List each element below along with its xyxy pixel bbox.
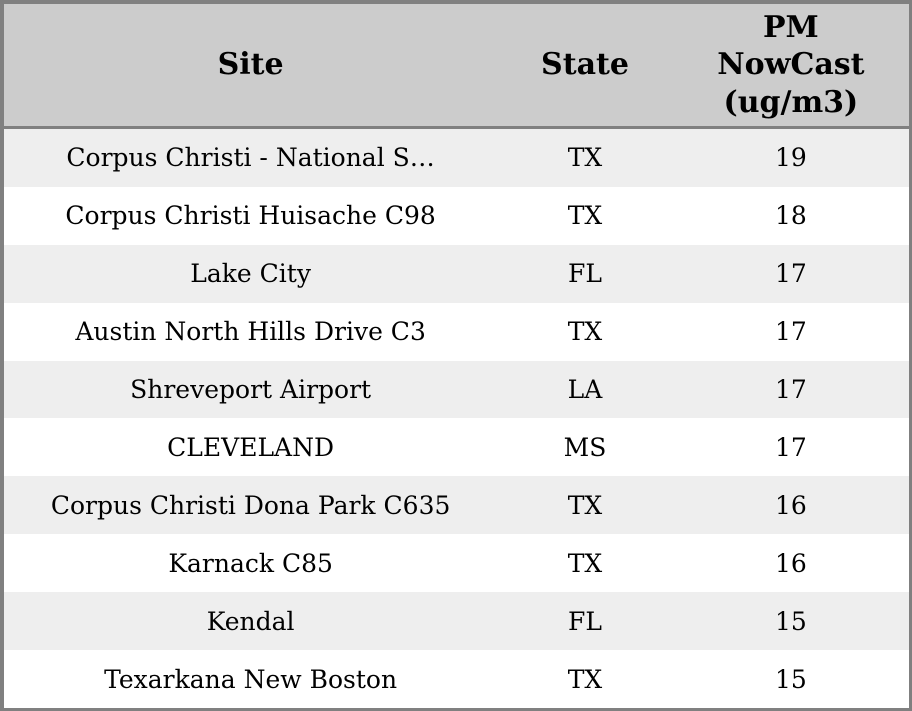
state-cell: TX <box>567 548 603 578</box>
table-row: Corpus Christi - National S… TX 19 <box>4 127 909 187</box>
table-row: Shreveport Airport LA 17 <box>4 360 909 419</box>
site-cell: Shreveport Airport <box>130 375 372 404</box>
site-cell: Karnack C85 <box>168 548 333 578</box>
table-body: Corpus Christi - National S… TX 19 Corpu… <box>4 127 909 708</box>
table-row: CLEVELAND MS 17 <box>4 418 909 477</box>
pm-cell: 16 <box>774 490 807 520</box>
pm-cell: 17 <box>774 317 807 347</box>
pm-cell: 17 <box>774 375 807 404</box>
state-cell: TX <box>567 201 603 231</box>
site-cell: Texarkana New Boston <box>104 664 398 694</box>
column-header-pm-nowcast-label: PM NowCast (ug/m3) <box>717 9 865 120</box>
state-cell: TX <box>567 317 603 347</box>
column-header-site: Site <box>4 4 498 129</box>
state-cell: TX <box>567 490 603 520</box>
site-cell: Corpus Christi - National S… <box>66 143 435 173</box>
state-cell: TX <box>567 143 603 173</box>
site-cell: Kendal <box>206 606 295 636</box>
site-cell: Corpus Christi Huisache C98 <box>65 201 436 231</box>
pm-cell: 17 <box>774 432 807 462</box>
pm-cell: 15 <box>774 606 807 636</box>
state-cell: TX <box>567 664 603 694</box>
table-row: Lake City FL 17 <box>4 244 909 303</box>
site-cell: Corpus Christi Dona Park C635 <box>50 490 451 520</box>
table-row: Corpus Christi Huisache C98 TX 18 <box>4 186 909 245</box>
table-header: Site State PM NowCast (ug/m3) <box>4 4 909 129</box>
pm-cell: 18 <box>774 201 807 231</box>
pm-cell: 16 <box>774 548 807 578</box>
column-header-site-label: Site <box>217 47 284 83</box>
column-header-pm-nowcast: PM NowCast (ug/m3) <box>672 4 909 129</box>
site-cell: CLEVELAND <box>167 432 335 462</box>
state-cell: MS <box>563 432 607 462</box>
header-row: Site State PM NowCast (ug/m3) <box>4 4 909 129</box>
table-row: Karnack C85 TX 16 <box>4 534 909 593</box>
table-row: Austin North Hills Drive C3 TX 17 <box>4 302 909 361</box>
table-row: Texarkana New Boston TX 15 <box>4 650 909 708</box>
column-header-state-label: State <box>541 47 629 83</box>
state-cell: FL <box>568 259 602 289</box>
state-cell: LA <box>567 375 603 404</box>
data-table: Site State PM NowCast (ug/m3) Corpus Chr… <box>4 4 909 708</box>
pm-cell: 19 <box>774 143 807 173</box>
site-cell: Austin North Hills Drive C3 <box>75 317 426 347</box>
site-cell: Lake City <box>190 259 311 289</box>
pm-cell: 15 <box>774 664 807 694</box>
pm-cell: 17 <box>774 259 807 289</box>
column-header-state: State <box>497 4 673 129</box>
table-row: Kendal FL 15 <box>4 592 909 651</box>
table-row: Corpus Christi Dona Park C635 TX 16 <box>4 476 909 535</box>
state-cell: FL <box>568 606 602 636</box>
